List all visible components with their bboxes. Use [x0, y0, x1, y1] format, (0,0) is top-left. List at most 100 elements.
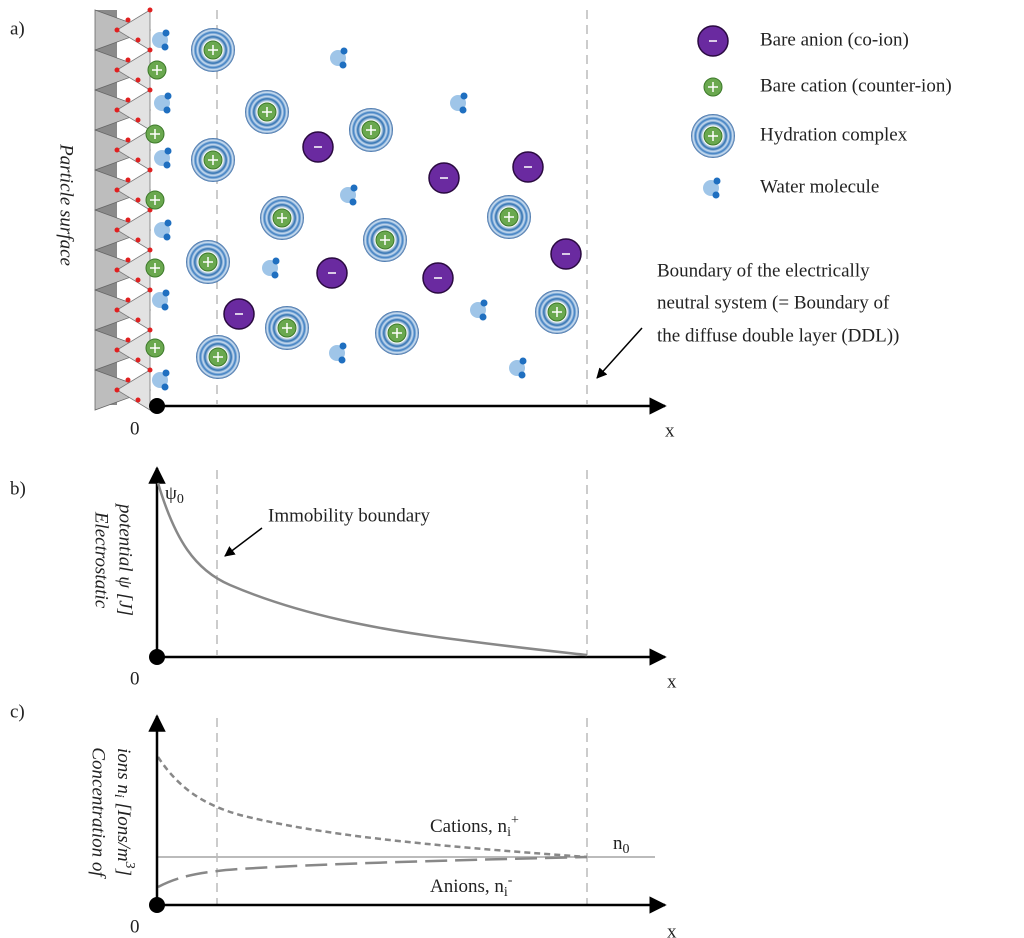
oxygen: [135, 117, 141, 123]
tetrahedron: [116, 89, 151, 131]
hydrogen: [519, 357, 527, 365]
surface-label: Particle surface: [56, 143, 77, 266]
panel-label: b): [10, 478, 26, 499]
tetrahedron: [116, 49, 151, 91]
oxygen: [147, 47, 153, 53]
legend: Bare anion (co-ion) Bare cation (counter-…: [691, 25, 952, 199]
hydrogen: [163, 233, 171, 241]
particle-surface: [94, 7, 153, 411]
origin-label: 0: [130, 418, 140, 439]
oxygen: [114, 187, 120, 193]
oxygen: [135, 237, 141, 243]
hydrogen: [163, 106, 171, 114]
boundary-note: the diffuse double layer (DDL)): [657, 325, 899, 346]
hydrogen: [340, 47, 348, 55]
tetrahedron: [116, 129, 151, 171]
oxygen: [147, 327, 153, 333]
panel-label: a): [10, 18, 25, 39]
y-label: Concentration of: [88, 747, 109, 879]
x-label: x: [665, 420, 675, 441]
hydrogen: [272, 257, 280, 265]
immobility-note: Immobility boundary: [268, 505, 431, 526]
oxygen: [147, 367, 153, 373]
oxygen: [135, 157, 141, 163]
oxygen: [135, 197, 141, 203]
boundary-note: Boundary of the electrically: [657, 260, 870, 281]
oxygen: [114, 347, 120, 353]
oxygen: [135, 277, 141, 283]
origin-dot: [149, 897, 165, 913]
hydrogen: [164, 147, 172, 155]
n0-label: n0: [613, 833, 630, 857]
oxygen: [125, 217, 131, 223]
potential-curve: [156, 482, 588, 657]
hydrogen: [518, 371, 526, 379]
hydrogen: [339, 61, 347, 69]
hydrogen: [164, 219, 172, 227]
tetrahedron: [116, 169, 151, 211]
tetrahedron: [116, 329, 151, 371]
oxygen: [125, 257, 131, 263]
oxygen: [147, 247, 153, 253]
origin-dot: [149, 398, 165, 414]
hydrogen: [161, 43, 169, 51]
oxygen: [135, 37, 141, 43]
hydrogen: [161, 303, 169, 311]
legend-label: Bare cation (counter-ion): [760, 75, 952, 96]
oxygen: [114, 147, 120, 153]
tetrahedron: [116, 289, 151, 331]
tetrahedron: [116, 369, 151, 411]
oxygen: [125, 57, 131, 63]
y-label: potential ψ [J]: [115, 502, 136, 616]
oxygen: [125, 137, 131, 143]
y-label: Electrostatic: [91, 511, 112, 609]
oxygen: [114, 267, 120, 273]
oxygen: [147, 7, 153, 13]
x-label: x: [667, 671, 677, 692]
origin-label: 0: [130, 916, 140, 937]
legend-label: Bare anion (co-ion): [760, 29, 909, 50]
oxygen: [114, 307, 120, 313]
oxygen: [114, 107, 120, 113]
hydrogen: [338, 356, 346, 364]
tetrahedron: [116, 9, 151, 51]
hydrogen: [164, 92, 172, 100]
oxygen: [135, 397, 141, 403]
oxygen: [114, 27, 120, 33]
cation-curve: [156, 756, 588, 859]
hydrogen: [350, 184, 358, 192]
hydrogen: [712, 191, 720, 199]
oxygen: [147, 87, 153, 93]
oxygen: [147, 207, 153, 213]
legend-label: Water molecule: [760, 176, 879, 197]
oxygen: [114, 387, 120, 393]
hydrogen: [713, 177, 721, 185]
x-label: x: [667, 921, 677, 938]
oxygen: [125, 17, 131, 23]
psi0-label: ψ0: [165, 483, 184, 507]
arrow: [224, 527, 263, 557]
hydrogen: [459, 106, 467, 114]
hydrogen: [349, 198, 357, 206]
oxygen: [135, 317, 141, 323]
oxygen: [114, 227, 120, 233]
legend-label: Hydration complex: [760, 124, 908, 145]
oxygen: [125, 297, 131, 303]
tetrahedron: [116, 249, 151, 291]
anion-curve: [157, 855, 588, 889]
hydrogen: [161, 383, 169, 391]
hydrogen: [480, 299, 488, 307]
hydrogen: [460, 92, 468, 100]
oxygen: [135, 357, 141, 363]
panel-label: c): [10, 701, 25, 722]
hydrogen: [339, 342, 347, 350]
oxygen: [147, 167, 153, 173]
hydrogen: [162, 29, 170, 37]
oxygen: [125, 377, 131, 383]
oxygen: [147, 287, 153, 293]
hydrogen: [163, 161, 171, 169]
ions: [145, 28, 582, 391]
oxygen: [114, 67, 120, 73]
hydrogen: [479, 313, 487, 321]
